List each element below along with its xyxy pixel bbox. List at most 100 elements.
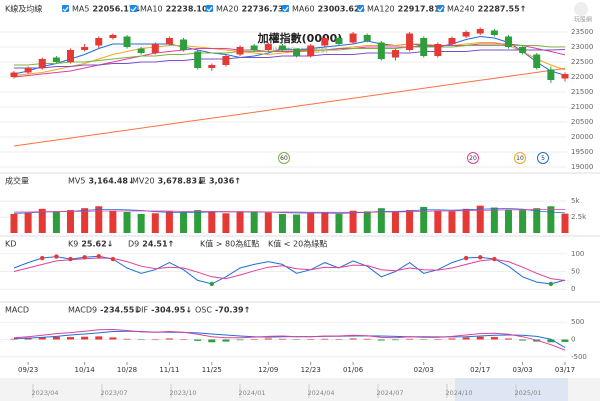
kd-dot [548,281,554,287]
kd-dot [40,255,45,261]
bar [250,339,258,340]
candle-body [24,68,32,73]
legend-note: K值 > 80為紅點 [200,239,259,249]
bar [349,338,357,340]
series-line [13,67,566,147]
bar [321,212,329,233]
legend-check[interactable] [130,6,137,12]
legend-value: 3,164.48↓ [88,177,134,186]
bar [490,337,498,340]
candle-body [363,35,371,41]
series-line [13,43,566,78]
bar [448,338,456,340]
legend-name: OSC [195,306,212,315]
legend-value: 22917.81↑ [398,5,447,14]
bar [519,210,527,233]
y-tick-label: 23500 [571,28,593,36]
series-line [14,209,566,213]
candle-body [95,38,103,46]
bar [293,339,301,340]
bar [137,213,145,233]
bar [476,205,484,233]
bar [38,208,46,233]
candle-body [194,51,202,68]
y-tick-label: 5k [571,197,580,205]
legend-value: 24.51↑ [142,240,174,249]
x-tick-label: 03/17 [555,366,575,374]
chart-title: 加權指數(0000) [257,31,343,45]
x-tick-label: 01/06 [343,366,364,374]
kd-dot [209,281,214,287]
legend-name: MA60 [292,5,315,14]
candle-body [377,42,385,59]
kd-dot [68,256,73,262]
legend-check[interactable] [357,6,364,12]
legend-value: 23003.62↓ [318,5,367,14]
candle-body [151,44,159,53]
bar [420,206,428,233]
bar [194,210,202,233]
bar [561,213,569,233]
legend-check[interactable] [437,6,444,12]
bar [264,338,272,340]
legend-check[interactable] [62,6,69,12]
candle-body [547,69,555,80]
bar [278,213,286,233]
bar [52,336,60,340]
bar [81,336,89,340]
y-tick-label: 500 [571,318,584,326]
bar [462,337,470,340]
candle-body [293,48,301,56]
candle-body [137,48,145,53]
bar [335,339,343,340]
bar [335,213,343,233]
bar [363,211,371,233]
bar [123,212,131,233]
navigator-label: 2024/01 [238,389,265,397]
x-tick-label: 11/11 [159,366,179,374]
legend-check[interactable] [206,6,213,12]
candle-body [391,50,399,58]
legend-check[interactable] [282,6,289,12]
candle-body [490,30,498,35]
legend-value: 22238.10↓ [166,5,215,14]
series-line [13,257,566,281]
y-tick-label: 50 [571,268,580,276]
navigator-label: 2024/07 [376,389,403,397]
x-tick-label: 03/03 [513,366,533,374]
bar [222,213,230,233]
navigator[interactable] [0,378,600,401]
y-tick-label: 20000 [571,133,593,141]
kd-dot [492,256,497,262]
x-tick-label: 02/03 [414,366,434,374]
x-tick-label: 09/23 [18,366,38,374]
legend-name: MA20 [216,5,239,14]
y-tick-label: -500 [571,353,587,361]
legend-name: K9 [68,240,78,249]
bar [194,339,202,341]
navigator-label: 2023/04 [31,389,58,397]
x-tick-label: 10/28 [117,366,137,374]
candle-body [38,59,46,68]
candle-body [278,45,286,50]
navigator-window[interactable] [455,378,568,401]
x-tick-label: 12/23 [301,366,321,374]
bar [10,338,18,340]
bar [504,209,512,233]
bar [95,336,103,340]
ma-badge-label: 60 [280,155,288,162]
bar [151,213,159,233]
bar [293,214,301,233]
y-tick-label: 22000 [571,73,593,81]
legend-value: 3,036↑ [209,177,241,186]
kd-dot [96,254,101,259]
candle-body [504,36,512,47]
bar [391,339,399,341]
y-tick-label: 21500 [571,88,593,96]
candle-body [236,47,244,55]
legend-name: MV20 [132,177,155,186]
candle-body [533,54,541,68]
bar [547,339,555,343]
legend-value: 22287.55↑ [478,5,527,14]
bar [236,211,244,233]
